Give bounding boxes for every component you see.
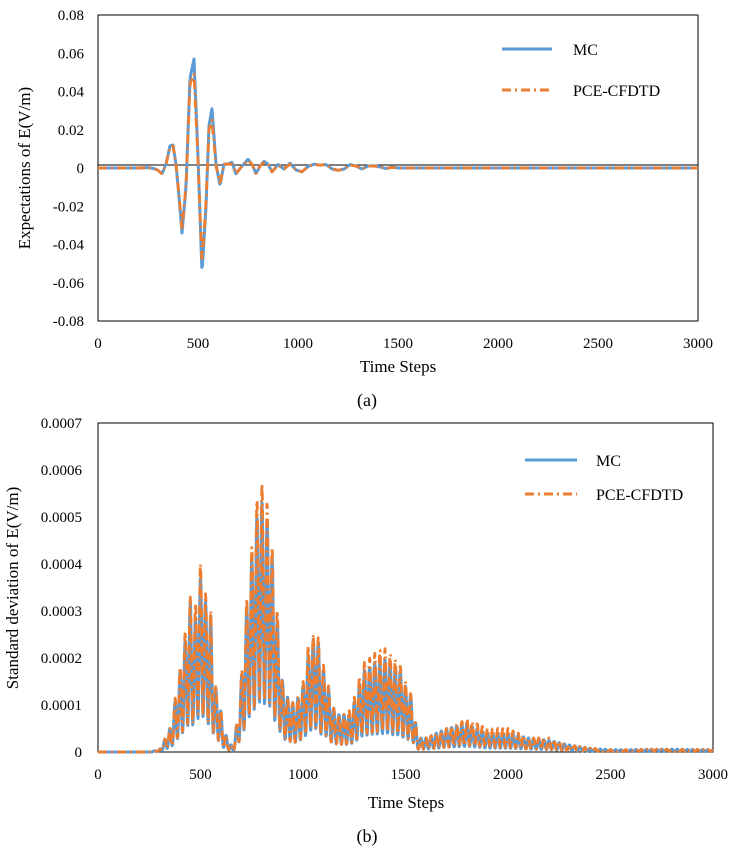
y-tick-label-b: 0.0005 — [41, 510, 82, 526]
x-tick-labels-b: 0 500 1000 1500 2000 2500 3000 — [94, 767, 728, 783]
y-tick-label-a: -0.06 — [53, 276, 85, 292]
legend-a: MC PCE-CFDTD — [502, 42, 660, 100]
y-tick-labels-a: -0.08 -0.06 -0.04 -0.02 0 0.02 0.04 0.06 0.08 — [53, 8, 85, 330]
y-tick-label-a: -0.04 — [53, 238, 85, 254]
x-axis-label-a: Time Steps — [360, 357, 436, 376]
x-tick-label-a: 1000 — [283, 336, 313, 352]
y-tick-label-a: -0.08 — [53, 314, 84, 330]
legend-label-pce-a: PCE-CFDTD — [573, 83, 660, 100]
y-tick-label-a: 0.02 — [58, 123, 84, 139]
series-group-a — [97, 57, 699, 269]
x-axis-label-b: Time Steps — [368, 793, 444, 812]
y-tick-label-a: 0 — [77, 161, 85, 177]
x-tick-label-b: 500 — [189, 767, 212, 783]
y-tick-label-b: 0.0004 — [41, 557, 83, 573]
panel-label-b: (b) — [357, 826, 378, 847]
legend-label-mc-b: MC — [596, 453, 621, 470]
x-tick-label-a: 0 — [94, 336, 102, 352]
y-tick-label-a: 0.04 — [58, 85, 85, 101]
x-tick-label-b: 2000 — [493, 767, 523, 783]
y-tick-label-b: 0 — [75, 745, 83, 761]
y-tick-label-b: 0.0003 — [41, 604, 82, 620]
legend-b: MC PCE-CFDTD — [525, 453, 683, 504]
y-tick-label-a: 0.08 — [58, 8, 84, 24]
chart-panel-b: 0 500 1000 1500 2000 2500 3000 0 0.0001 0.0002 0.… — [3, 416, 728, 847]
x-tick-label-b: 3000 — [698, 767, 728, 783]
series-line-pce-cfdtd-a — [97, 72, 699, 260]
y-axis-label-a: Expectations of E(V/m) — [15, 87, 34, 249]
x-tick-label-b: 1000 — [288, 767, 318, 783]
y-axis-label-b: Standard deviation of E(V/m) — [3, 487, 22, 690]
series-group-b — [96, 482, 715, 754]
series-line-pce-cfdtd-b — [97, 482, 714, 754]
x-tick-label-a: 3000 — [683, 336, 713, 352]
y-tick-label-b: 0.0006 — [41, 463, 83, 479]
x-tick-label-a: 500 — [187, 336, 210, 352]
x-tick-label-a: 1500 — [383, 336, 413, 352]
y-tick-label-b: 0.0001 — [41, 698, 82, 714]
legend-label-mc-a: MC — [573, 42, 598, 59]
y-tick-label-a: -0.02 — [53, 199, 84, 215]
legend-label-pce-b: PCE-CFDTD — [596, 487, 683, 504]
x-tick-label-b: 2500 — [596, 767, 626, 783]
y-tick-label-a: 0.06 — [58, 46, 85, 62]
panel-label-a: (a) — [357, 390, 377, 411]
x-tick-label-b: 1500 — [391, 767, 421, 783]
x-tick-label-a: 2500 — [583, 336, 613, 352]
chart-panel-a: 0 500 1000 1500 2000 2500 3000 -0.08 -0.06 -0.04… — [15, 8, 713, 411]
y-tick-label-b: 0.0002 — [41, 651, 82, 667]
y-tick-labels-b: 0 0.0001 0.0002 0.0003 0.0004 0.0005 0.0006 0.0… — [41, 416, 83, 761]
x-tick-label-a: 2000 — [483, 336, 513, 352]
plot-area-frame-b — [97, 422, 714, 753]
y-tick-label-b: 0.0007 — [41, 416, 83, 432]
x-tick-labels-a: 0 500 1000 1500 2000 2500 3000 — [94, 336, 713, 352]
x-tick-label-b: 0 — [94, 767, 102, 783]
